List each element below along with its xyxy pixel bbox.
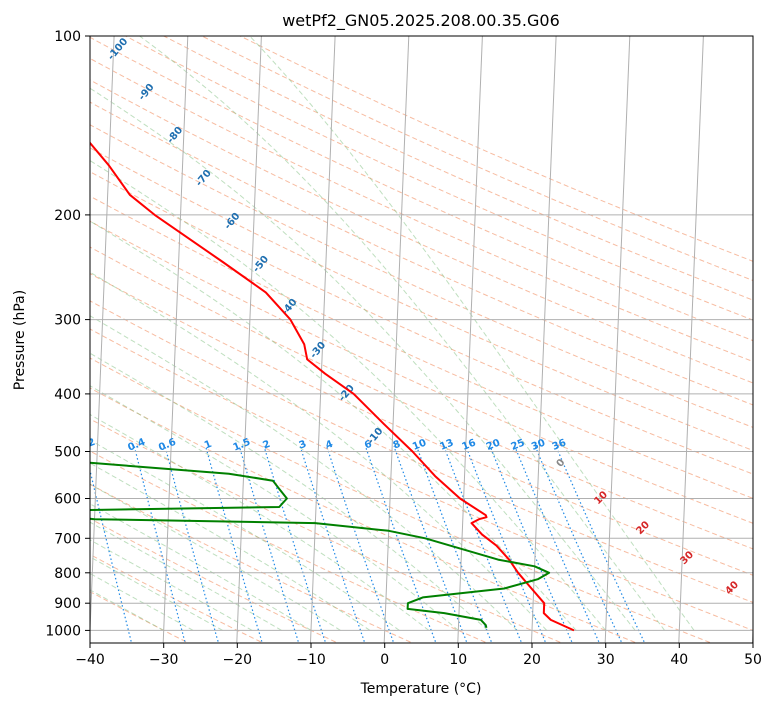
mixing-ratio-line <box>205 446 263 643</box>
dewpoint-profile-line <box>90 461 551 629</box>
chart-title: wetPf2_GN05.2025.208.00.35.G06 <box>282 11 560 31</box>
moist-adiabat <box>90 315 518 631</box>
mixing-ratio-label: 1 <box>203 439 214 452</box>
x-tick-label: −20 <box>223 652 253 668</box>
moist-adiabat <box>249 36 695 631</box>
x-tick-label: −10 <box>296 652 326 668</box>
y-axis-label: Pressure (hPa) <box>12 290 28 390</box>
mixing-ratio-label: 4 <box>324 439 335 452</box>
mixing-ratio-label: 2 <box>261 439 272 452</box>
mixing-ratio-label: 6 <box>363 439 374 452</box>
dry-adiabat <box>90 220 753 524</box>
dry-adiabat <box>90 124 753 428</box>
mixing-ratio-label: 16 <box>461 437 478 452</box>
mixing-ratio-label: 13 <box>438 437 455 452</box>
mixing-ratio-line <box>514 446 601 643</box>
dry-adiabat <box>90 246 753 550</box>
mixing-ratio-line <box>164 446 220 643</box>
mixing-ratio-label: 3 <box>298 439 309 452</box>
isotherm <box>162 36 189 643</box>
x-tick-label: −30 <box>149 652 179 668</box>
temperature-profile-line <box>90 141 575 632</box>
moist-adiabat <box>90 521 282 631</box>
isotherm <box>236 36 262 643</box>
dry-adiabat <box>90 195 753 499</box>
mixing-ratio-label: 8 <box>392 439 403 452</box>
y-tick-label: 300 <box>54 313 81 329</box>
x-tick-label: 40 <box>670 652 688 668</box>
y-axis-ticks: 100 200 300 400 500 600 700 800 900 1000 <box>45 29 90 639</box>
x-tick-label: 30 <box>597 652 615 668</box>
dry-adiabat <box>90 101 753 406</box>
moist-adiabat <box>90 439 400 631</box>
dry-adiabat <box>90 147 753 452</box>
mixing-ratio-line <box>238 446 300 643</box>
y-tick-label: 200 <box>54 208 81 224</box>
isotherm <box>90 36 115 643</box>
mixing-ratio-label: 25 <box>509 437 526 452</box>
mixing-ratio-label: 36 <box>551 437 568 452</box>
mixing-ratio-line <box>90 467 133 643</box>
mixing-ratio-line <box>489 446 573 643</box>
isotherm <box>383 36 410 643</box>
dry-adiabat <box>90 171 753 475</box>
moist-adiabat <box>90 503 312 631</box>
y-tick-label: 700 <box>54 531 81 547</box>
moist-adiabat <box>90 87 636 631</box>
isotherm <box>604 36 631 643</box>
x-tick-label: 0 <box>380 652 389 668</box>
x-axis-label: Temperature (°C) <box>360 681 482 697</box>
x-tick-label: 10 <box>449 652 467 668</box>
dry-adiabat <box>90 387 638 643</box>
mixing-ratio-line <box>443 446 523 643</box>
dry-adiabat <box>90 300 753 603</box>
moist-adiabat <box>90 160 607 631</box>
x-axis-ticks: −40 −30 −20 −10 0 10 20 30 40 50 <box>75 643 762 668</box>
mixing-ratio-label: 10 <box>411 437 428 452</box>
mixing-ratio-label: 30 <box>530 437 547 452</box>
isotherm <box>457 36 483 643</box>
plot-frame <box>89 35 754 644</box>
mixing-ratio-line <box>133 446 186 643</box>
y-tick-label: 900 <box>54 596 81 612</box>
x-tick-label: 20 <box>523 652 541 668</box>
plot-area: -100-90-80-70-60-50-40-30-20-10010203040… <box>76 36 753 643</box>
moist-adiabat <box>90 462 371 631</box>
moist-adiabat <box>139 36 665 631</box>
isotherm <box>309 36 336 643</box>
y-tick-label: 1000 <box>45 623 81 639</box>
mixing-ratio-line <box>299 446 366 643</box>
y-tick-label: 800 <box>54 566 81 582</box>
moist-adiabat <box>90 220 577 631</box>
mixing-ratio-label: 0.2 <box>76 437 97 454</box>
isotherm <box>678 36 704 643</box>
moist-adiabat <box>90 352 489 631</box>
x-tick-label: 50 <box>744 652 762 668</box>
y-tick-label: 600 <box>54 492 81 508</box>
mixing-ratio-line <box>534 446 623 643</box>
y-tick-label: 400 <box>54 387 81 403</box>
isotherm <box>530 36 557 643</box>
mixing-ratio-line <box>416 446 493 643</box>
y-tick-label: 500 <box>54 445 81 461</box>
mixing-ratio-label: 20 <box>485 437 502 452</box>
y-tick-label: 100 <box>54 29 81 45</box>
mixing-ratio-line <box>263 446 327 643</box>
x-tick-label: −40 <box>75 652 105 668</box>
